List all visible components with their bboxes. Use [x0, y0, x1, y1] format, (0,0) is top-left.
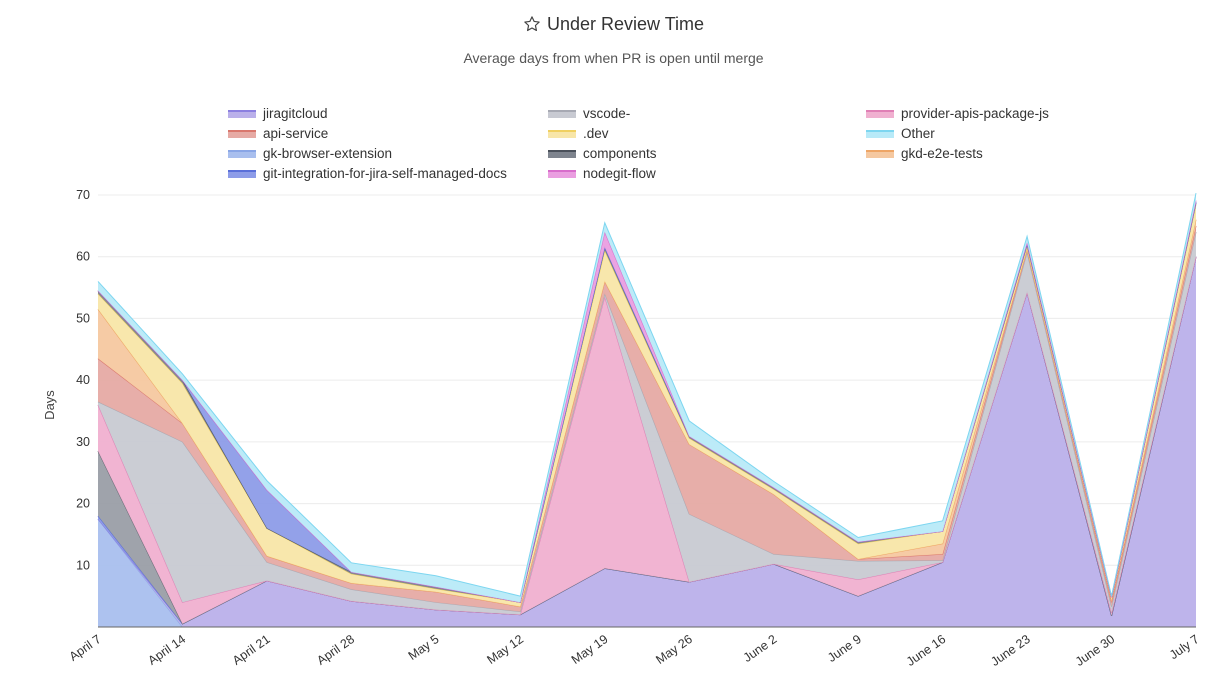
- chart-subtitle: Average days from when PR is open until …: [463, 50, 764, 66]
- legend-swatch: [548, 110, 576, 118]
- x-tick-label: July 7: [1167, 632, 1202, 662]
- y-tick-label: 60: [76, 250, 90, 264]
- legend-swatch: [866, 110, 894, 118]
- x-tick-label: May 12: [484, 632, 526, 667]
- y-tick-label: 40: [76, 373, 90, 387]
- legend-item[interactable]: components: [548, 144, 657, 164]
- x-tick-label: June 2: [741, 632, 780, 665]
- y-tick-label: 10: [76, 558, 90, 572]
- legend-swatch: [228, 110, 256, 118]
- area-series-5[interactable]: [98, 232, 1196, 615]
- legend-label: git-integration-for-jira-self-managed-do…: [263, 166, 507, 181]
- legend-label: vscode-: [583, 106, 631, 121]
- x-tick-label: May 19: [569, 632, 611, 667]
- y-axis-label: Days: [42, 390, 57, 420]
- x-tick-label: June 30: [1073, 632, 1118, 669]
- x-tick-label: May 26: [653, 632, 695, 667]
- x-tick-label: June 9: [825, 632, 864, 665]
- x-tick-label: June 16: [904, 632, 949, 669]
- legend-swatch: [548, 170, 576, 178]
- legend-swatch: [866, 150, 894, 158]
- legend-label: .dev: [583, 126, 609, 141]
- x-tick-label: May 5: [406, 632, 442, 663]
- legend-label: gkd-e2e-tests: [901, 146, 983, 161]
- legend-swatch: [228, 130, 256, 138]
- legend-swatch: [228, 150, 256, 158]
- legend-label: provider-apis-package-js: [901, 106, 1049, 121]
- series-line-7: [97, 219, 1197, 608]
- legend-label: Other: [901, 126, 935, 141]
- y-tick-label: 70: [76, 188, 90, 202]
- legend-item[interactable]: api-service: [228, 124, 328, 144]
- legend-swatch: [228, 170, 256, 178]
- y-tick-label: 30: [76, 435, 90, 449]
- legend-label: gk-browser-extension: [263, 146, 393, 161]
- y-tick-label: 50: [76, 311, 90, 325]
- legend-swatch: [866, 130, 894, 138]
- area-series-group: [97, 193, 1197, 628]
- legend-item[interactable]: jiragitcloud: [228, 104, 328, 124]
- legend-label: nodegit-flow: [583, 166, 656, 181]
- legend-item[interactable]: .dev: [548, 124, 609, 144]
- legend-item[interactable]: Other: [866, 124, 935, 144]
- legend-item[interactable]: nodegit-flow: [548, 164, 656, 184]
- x-tick-label: April 28: [314, 632, 357, 668]
- x-tick-label: April 7: [67, 632, 104, 664]
- x-tick-label: June 23: [988, 632, 1033, 669]
- legend-swatch: [548, 130, 576, 138]
- y-tick-label: 20: [76, 497, 90, 511]
- legend-item[interactable]: gkd-e2e-tests: [866, 144, 983, 164]
- series-line-12: [97, 193, 1197, 597]
- chart-legend: jiragitcloud vscode-provider-apis-package…: [228, 104, 1188, 184]
- legend-item[interactable]: provider-apis-package-js: [866, 104, 1049, 124]
- legend-item[interactable]: gk-browser-extension: [228, 144, 392, 164]
- area-series-1[interactable]: [98, 256, 1196, 627]
- legend-item[interactable]: git-integration-for-jira-self-managed-do…: [228, 164, 507, 184]
- x-tick-label: April 14: [145, 632, 188, 668]
- star-outline-icon[interactable]: [523, 15, 541, 38]
- legend-item[interactable]: vscode-: [548, 104, 630, 124]
- chart-title: Under Review Time: [546, 14, 705, 34]
- chart-title-row: Under Review Time: [0, 14, 1227, 38]
- x-tick-label: April 21: [230, 632, 273, 668]
- legend-label: components: [583, 146, 657, 161]
- legend-label: jiragitcloud: [263, 106, 328, 121]
- legend-swatch: [548, 150, 576, 158]
- legend-label: api-service: [263, 126, 329, 141]
